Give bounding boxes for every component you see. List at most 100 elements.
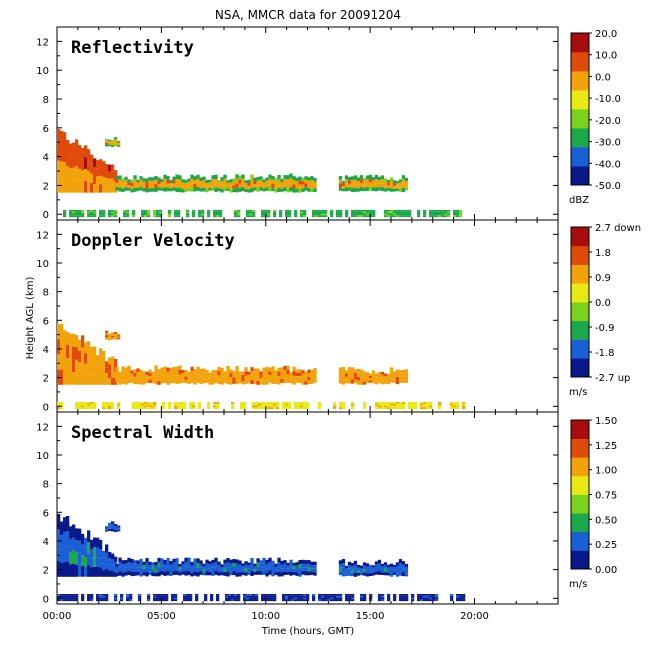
echo-cell [93, 402, 97, 404]
echo-cell [377, 372, 382, 375]
echo-cell [387, 402, 391, 404]
echo-cell [93, 365, 97, 376]
echo-cell [154, 176, 158, 180]
echo-cell [258, 407, 262, 410]
echo-cell [211, 179, 215, 183]
echo-cell [306, 402, 310, 404]
echo-cell [186, 209, 190, 212]
echo-cell [127, 365, 131, 371]
echo-cell [93, 215, 97, 218]
echo-cell [362, 187, 367, 192]
echo-cell [196, 186, 200, 191]
echo-cell [210, 594, 214, 596]
echo-cell [220, 569, 224, 573]
echo-cell [285, 595, 289, 598]
echo-cell [174, 211, 178, 214]
echo-cell [202, 572, 206, 576]
echo-cell [226, 185, 230, 189]
echo-cell [368, 174, 373, 179]
y-tick-label: 6 [43, 316, 49, 327]
echo-cell [105, 332, 109, 336]
echo-cell [124, 187, 128, 191]
echo-cell [174, 595, 178, 598]
echo-cell [87, 530, 91, 542]
echo-cell [435, 213, 439, 216]
echo-cell [456, 595, 460, 598]
echo-cell [145, 371, 149, 375]
panel-1: Reflectivity02468101220.010.00.0-10.0-20… [36, 26, 621, 221]
echo-cell [377, 380, 382, 384]
echo-cell [356, 188, 361, 192]
echo-cell [181, 182, 185, 186]
echo-cell [304, 183, 308, 188]
echo-cell [383, 568, 388, 572]
echo-cell [78, 157, 82, 169]
echo-cell [365, 183, 370, 187]
echo-cell [193, 369, 197, 374]
panel-title-1: Reflectivity [71, 38, 194, 58]
echo-cell [324, 209, 328, 212]
echo-cell [267, 407, 271, 410]
echo-cell [318, 402, 322, 404]
echo-cell [274, 566, 278, 570]
echo-cell [187, 570, 191, 576]
echo-cell [393, 599, 397, 602]
echo-cell [87, 363, 91, 374]
echo-cell [386, 570, 391, 573]
echo-cell [345, 213, 349, 216]
colorbar-tick-label: -30.0 [595, 138, 621, 149]
echo-cell [268, 174, 272, 179]
echo-cell [363, 209, 367, 212]
echo-cell [270, 407, 274, 410]
echo-cell [165, 599, 169, 602]
echo-cell [141, 215, 145, 218]
echo-cell [261, 403, 265, 406]
echo-cell [270, 599, 274, 602]
echo-cell [228, 595, 232, 598]
echo-cell [378, 405, 382, 408]
echo-cell [380, 378, 385, 382]
echo-cell [354, 209, 358, 212]
echo-cell [99, 599, 103, 602]
echo-cell [256, 176, 260, 181]
echo-cell [114, 530, 118, 533]
echo-cell [286, 175, 290, 180]
echo-cell [295, 572, 299, 576]
echo-cell [78, 145, 82, 157]
echo-cell [280, 188, 284, 192]
echo-cell [312, 597, 316, 600]
echo-cell [344, 175, 349, 180]
echo-cell [118, 562, 122, 567]
echo-cell [84, 557, 88, 567]
echo-cell [60, 146, 64, 162]
echo-cell [274, 569, 278, 573]
echo-cell [351, 403, 355, 406]
echo-cell [60, 594, 64, 596]
echo-cell [111, 405, 115, 408]
echo-cell [280, 560, 284, 565]
echo-cell [380, 183, 385, 188]
echo-cell [105, 552, 109, 561]
echo-cell [102, 595, 106, 598]
echo-cell [139, 373, 143, 378]
echo-cell [268, 557, 272, 562]
echo-cell [300, 594, 304, 596]
echo-cell [274, 563, 278, 567]
echo-cell [356, 564, 361, 568]
echo-cell [318, 597, 322, 600]
echo-cell [363, 407, 367, 410]
echo-cell [187, 380, 191, 384]
echo-cell [283, 374, 287, 379]
echo-cell [217, 572, 221, 576]
echo-cell [66, 516, 70, 532]
echo-cell [339, 595, 343, 598]
echo-cell [102, 169, 106, 177]
echo-cell [362, 569, 367, 573]
echo-cell [348, 594, 352, 596]
echo-cell [408, 402, 412, 404]
echo-cell [223, 567, 227, 572]
echo-cell [384, 211, 388, 214]
echo-cell [201, 215, 205, 218]
echo-cell [153, 211, 157, 214]
echo-cell [265, 177, 269, 181]
